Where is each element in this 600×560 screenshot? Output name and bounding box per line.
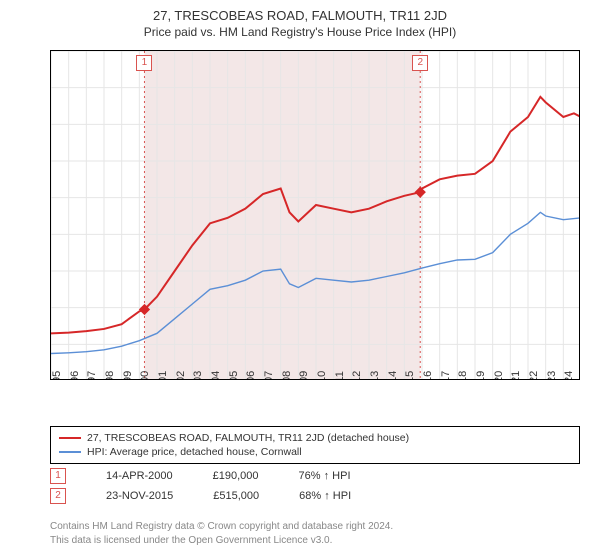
data-credit: Contains HM Land Registry data © Crown c… [50,520,393,547]
x-axis-tick: 2010 [316,371,328,380]
transaction-delta: 68% ↑ HPI [299,490,351,502]
transaction-date: 23-NOV-2015 [106,490,173,502]
event-marker: 1 [136,55,152,71]
x-axis-tick: 2021 [510,371,522,380]
x-axis-tick: 2015 [404,371,416,380]
chart-legend: 27, TRESCOBEAS ROAD, FALMOUTH, TR11 2JD … [50,426,580,464]
transaction-delta: 76% ↑ HPI [299,470,351,482]
x-axis-tick: 2016 [422,371,434,380]
legend-row: 27, TRESCOBEAS ROAD, FALMOUTH, TR11 2JD … [59,431,571,445]
credit-line-1: Contains HM Land Registry data © Crown c… [50,520,393,534]
legend-row: HPI: Average price, detached house, Corn… [59,445,571,459]
legend-swatch [59,451,81,453]
x-axis-tick: 2020 [493,371,505,380]
chart-title: 27, TRESCOBEAS ROAD, FALMOUTH, TR11 2JD [0,0,600,23]
x-axis-tick: 2008 [281,371,293,380]
x-axis-tick: 2004 [210,371,222,380]
event-marker: 2 [412,55,428,71]
x-axis-tick: 1999 [122,371,134,380]
x-axis-tick: 1996 [69,371,81,380]
x-axis-tick: 1997 [86,371,98,380]
x-axis-tick: 2017 [440,371,452,380]
x-axis-tick: 2012 [351,371,363,380]
transactions-list: 1 14-APR-2000 £190,000 76% ↑ HPI 2 23-NO… [50,466,351,506]
credit-line-2: This data is licensed under the Open Gov… [50,534,393,548]
x-axis-tick: 2019 [475,371,487,380]
transaction-row: 2 23-NOV-2015 £515,000 68% ↑ HPI [50,486,351,506]
x-axis-tick: 2005 [228,371,240,380]
transaction-price: £190,000 [213,470,259,482]
legend-swatch [59,437,81,439]
x-axis-tick: 2000 [139,371,151,380]
x-axis-tick: 2022 [528,371,540,380]
x-axis-tick: 1998 [104,371,116,380]
transaction-row: 1 14-APR-2000 £190,000 76% ↑ HPI [50,466,351,486]
x-axis-tick: 2003 [192,371,204,380]
transaction-date: 14-APR-2000 [106,470,173,482]
transaction-marker: 2 [50,488,66,504]
x-axis-tick: 1995 [51,371,63,380]
x-axis-tick: 2023 [546,371,558,380]
x-axis-tick: 2018 [457,371,469,380]
x-axis-tick: 2002 [175,371,187,380]
x-axis-tick: 2013 [369,371,381,380]
legend-label: HPI: Average price, detached house, Corn… [87,446,302,458]
x-axis-tick: 2007 [263,371,275,380]
transaction-price: £515,000 [213,490,259,502]
chart-subtitle: Price paid vs. HM Land Registry's House … [0,23,600,43]
x-axis-tick: 2001 [157,371,169,380]
legend-label: 27, TRESCOBEAS ROAD, FALMOUTH, TR11 2JD … [87,432,409,444]
transaction-marker: 1 [50,468,66,484]
x-axis-tick: 2009 [298,371,310,380]
chart-plot-area: £0£100K£200K£300K£400K£500K£600K£700K£80… [50,50,580,380]
x-axis-tick: 2006 [245,371,257,380]
x-axis-tick: 2011 [334,371,346,380]
x-axis-tick: 2014 [387,371,399,380]
x-axis-tick: 2024 [563,371,575,380]
